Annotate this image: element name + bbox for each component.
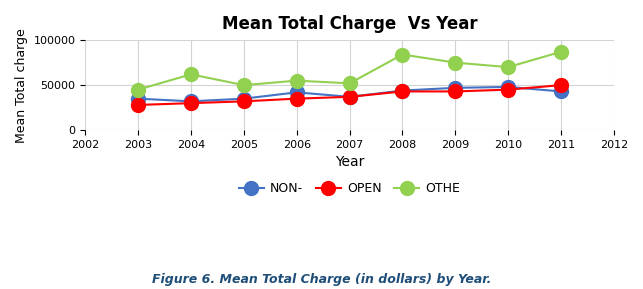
Line: OPEN: OPEN <box>131 78 568 112</box>
NON- <box>451 86 459 90</box>
OTHE <box>557 50 565 53</box>
OPEN <box>557 84 565 87</box>
OPEN <box>399 90 406 93</box>
OPEN <box>504 88 512 91</box>
OTHE <box>399 53 406 56</box>
OTHE <box>240 84 248 87</box>
NON- <box>557 90 565 93</box>
NON- <box>134 97 142 100</box>
OTHE <box>451 61 459 64</box>
OTHE <box>134 88 142 91</box>
OTHE <box>187 73 195 76</box>
Text: Figure 6. Mean Total Charge (in dollars) by Year.: Figure 6. Mean Total Charge (in dollars)… <box>152 273 491 286</box>
OPEN <box>134 103 142 107</box>
NON- <box>346 95 354 99</box>
OPEN <box>187 101 195 105</box>
OTHE <box>293 79 300 82</box>
NON- <box>293 91 300 94</box>
NON- <box>399 89 406 92</box>
OPEN <box>293 97 300 100</box>
OTHE <box>504 65 512 69</box>
NON- <box>240 97 248 100</box>
Y-axis label: Mean Total charge: Mean Total charge <box>15 28 28 142</box>
NON- <box>504 85 512 89</box>
OPEN <box>451 90 459 93</box>
X-axis label: Year: Year <box>335 155 365 169</box>
Title: Mean Total Charge  Vs Year: Mean Total Charge Vs Year <box>222 15 477 33</box>
Legend: NON-, OPEN, OTHE: NON-, OPEN, OTHE <box>234 177 466 200</box>
Line: NON-: NON- <box>131 80 568 108</box>
OPEN <box>240 100 248 103</box>
NON- <box>187 100 195 103</box>
Line: OTHE: OTHE <box>131 45 568 97</box>
OTHE <box>346 81 354 85</box>
OPEN <box>346 95 354 99</box>
